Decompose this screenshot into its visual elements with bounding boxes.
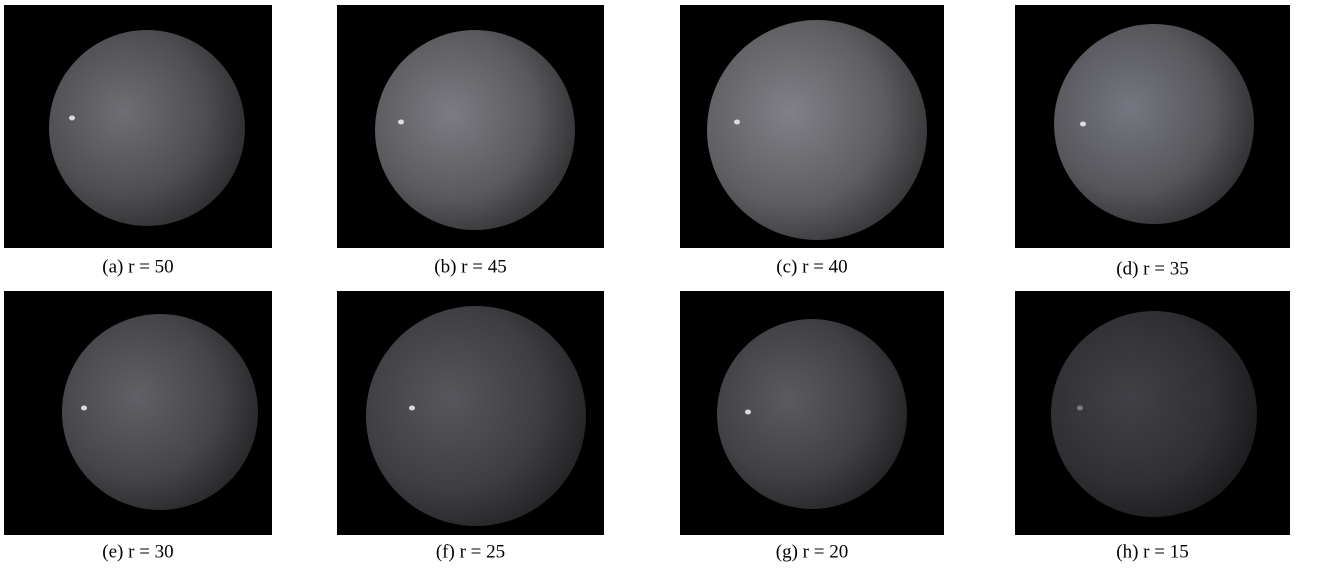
sphere — [707, 20, 927, 240]
caption: (c) r = 40 — [776, 256, 847, 277]
caption: (f) r = 25 — [436, 541, 505, 562]
specular-highlight — [745, 410, 751, 415]
specular-highlight — [69, 116, 75, 121]
caption: (e) r = 30 — [102, 541, 173, 562]
specular-highlight — [1080, 122, 1086, 127]
caption: (b) r = 45 — [434, 256, 506, 277]
sphere — [366, 306, 586, 526]
specular-highlight — [398, 120, 404, 125]
specular-highlight — [734, 120, 740, 125]
specular-highlight — [1077, 406, 1083, 411]
sphere — [62, 314, 258, 510]
figure: (a) r = 50 (b) r = 45 (c) r = 40 (d) r = 35… — [0, 0, 1319, 569]
caption: (d) r = 35 — [1116, 258, 1188, 279]
sphere — [717, 319, 907, 509]
caption: (a) r = 50 — [102, 256, 173, 277]
specular-highlight — [81, 406, 87, 411]
sphere — [375, 30, 575, 230]
caption: (g) r = 20 — [776, 541, 848, 562]
caption: (h) r = 15 — [1116, 541, 1188, 562]
specular-highlight — [409, 406, 415, 411]
sphere — [1051, 311, 1257, 517]
page: (a) r = 50 (b) r = 45 (c) r = 40 (d) r = 35… — [0, 0, 1319, 569]
sphere — [49, 30, 245, 226]
